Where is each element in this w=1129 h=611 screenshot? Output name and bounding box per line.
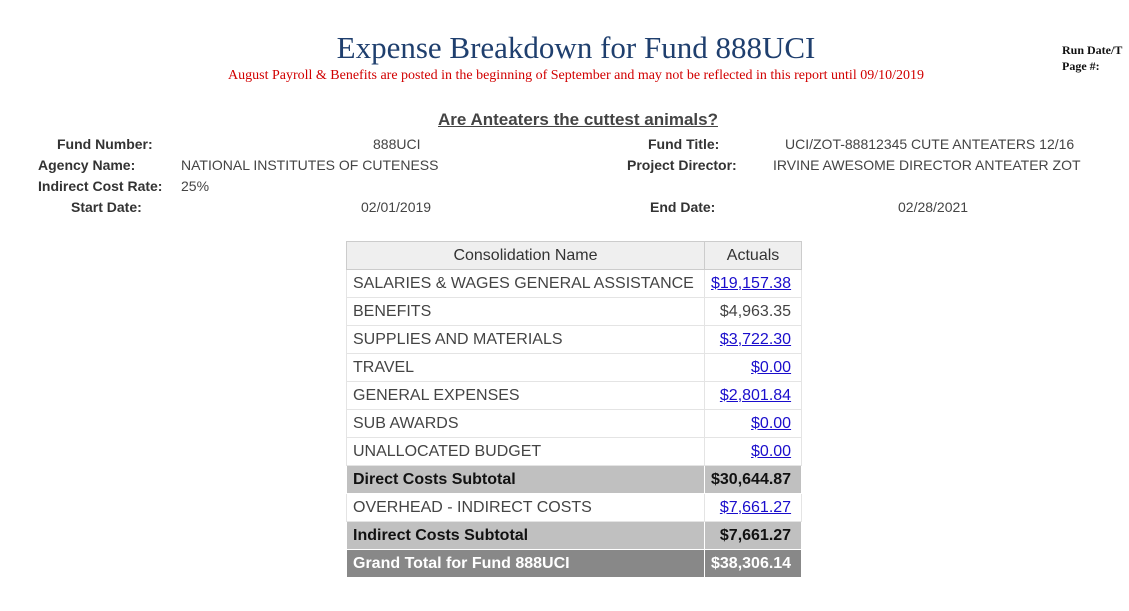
- table-row: SALARIES & WAGES GENERAL ASSISTANCE $19,…: [346, 269, 803, 298]
- start-date-label: Start Date:: [71, 199, 142, 215]
- table-row: TRAVEL $0.00: [346, 353, 803, 382]
- report-subtitle: Are Anteaters the cuttest animals?: [438, 110, 718, 129]
- run-info: Run Date/T Page #:: [1062, 42, 1122, 74]
- grand-total-name: Grand Total for Fund 888UCI: [346, 549, 705, 578]
- amount-link[interactable]: $0.00: [751, 414, 792, 432]
- amount-link[interactable]: $3,722.30: [719, 330, 792, 348]
- subtotal-amount: $7,661.27: [703, 521, 803, 550]
- indirect-rate-label: Indirect Cost Rate:: [38, 178, 163, 194]
- indirect-costs-subtotal-row: Indirect Costs Subtotal $7,661.27: [346, 521, 803, 550]
- subtotal-amount: $30,644.87: [703, 465, 803, 494]
- amount-link[interactable]: $0.00: [751, 442, 792, 460]
- row-amount: $4,963.35: [703, 297, 803, 326]
- row-name: SUB AWARDS: [346, 409, 705, 438]
- row-name: SALARIES & WAGES GENERAL ASSISTANCE: [346, 269, 705, 298]
- consolidation-table: Consolidation Name Actuals SALARIES & WA…: [346, 241, 803, 578]
- page-title: Expense Breakdown for Fund 888UCI: [336, 30, 816, 65]
- table-row: OVERHEAD - INDIRECT COSTS $7,661.27: [346, 493, 803, 522]
- row-name: OVERHEAD - INDIRECT COSTS: [346, 493, 705, 522]
- project-director-label: Project Director:: [627, 157, 737, 173]
- row-amount-cell: $0.00: [703, 437, 803, 466]
- row-name: UNALLOCATED BUDGET: [346, 437, 705, 466]
- grand-total-row: Grand Total for Fund 888UCI $38,306.14: [346, 549, 803, 578]
- agency-name-label: Agency Name:: [38, 157, 136, 173]
- end-date-label: End Date:: [650, 199, 716, 215]
- fund-title-value: UCI/ZOT-88812345 CUTE ANTEATERS 12/16: [785, 136, 1075, 152]
- table-row: SUPPLIES AND MATERIALS $3,722.30: [346, 325, 803, 354]
- agency-name-value: NATIONAL INSTITUTES OF CUTENESS: [181, 157, 439, 173]
- row-name: BENEFITS: [346, 297, 705, 326]
- column-header-actuals: Actuals: [703, 241, 803, 270]
- start-date-value: 02/01/2019: [361, 199, 432, 215]
- direct-costs-subtotal-row: Direct Costs Subtotal $30,644.87: [346, 465, 803, 494]
- row-name: TRAVEL: [346, 353, 705, 382]
- fund-title-label: Fund Title:: [648, 136, 720, 152]
- fund-number-value: 888UCI: [373, 136, 421, 152]
- subtotal-name: Indirect Costs Subtotal: [346, 521, 705, 550]
- amount-link[interactable]: $2,801.84: [719, 386, 792, 404]
- project-director-value: IRVINE AWESOME DIRECTOR ANTEATER ZOT: [773, 157, 1081, 173]
- fund-number-label: Fund Number:: [57, 136, 153, 152]
- table-row: UNALLOCATED BUDGET $0.00: [346, 437, 803, 466]
- subtotal-name: Direct Costs Subtotal: [346, 465, 705, 494]
- table-row: BENEFITS $4,963.35: [346, 297, 803, 326]
- row-amount-cell: $19,157.38: [703, 269, 803, 298]
- row-amount-cell: $3,722.30: [703, 325, 803, 354]
- page-number-label: Page #:: [1062, 59, 1100, 73]
- row-name: SUPPLIES AND MATERIALS: [346, 325, 705, 354]
- row-amount-cell: $0.00: [703, 353, 803, 382]
- amount-link[interactable]: $7,661.27: [719, 498, 792, 516]
- amount-link[interactable]: $0.00: [751, 358, 792, 376]
- run-date-label: Run Date/T: [1062, 43, 1123, 57]
- row-amount-cell: $7,661.27: [703, 493, 803, 522]
- end-date-value: 02/28/2021: [898, 199, 969, 215]
- column-header-name: Consolidation Name: [346, 241, 705, 270]
- table-header-row: Consolidation Name Actuals: [346, 241, 803, 270]
- row-name: GENERAL EXPENSES: [346, 381, 705, 410]
- grand-total-amount: $38,306.14: [703, 549, 803, 578]
- amount-link[interactable]: $19,157.38: [711, 274, 792, 292]
- row-amount-cell: $0.00: [703, 409, 803, 438]
- indirect-rate-value: 25%: [181, 178, 210, 194]
- table-row: GENERAL EXPENSES $2,801.84: [346, 381, 803, 410]
- payroll-notice: August Payroll & Benefits are posted in …: [228, 68, 924, 83]
- row-amount-cell: $2,801.84: [703, 381, 803, 410]
- table-row: SUB AWARDS $0.00: [346, 409, 803, 438]
